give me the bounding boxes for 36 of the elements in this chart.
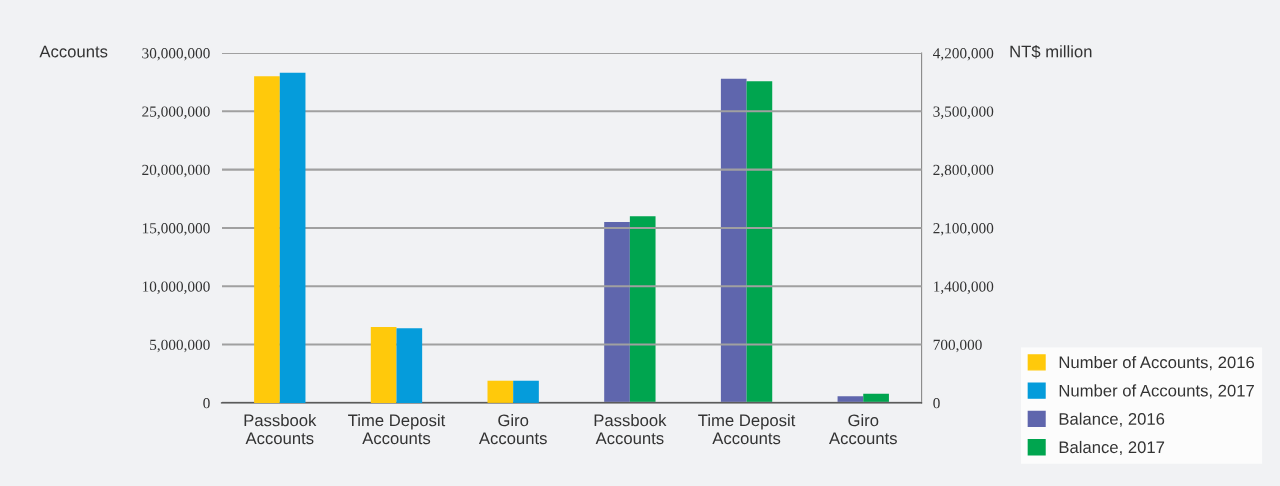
y2-tick-label: 3,500,000: [933, 106, 994, 119]
y-tick-label: 10,000,000: [142, 281, 210, 294]
y2-tick-label: 4,200,000: [933, 48, 994, 61]
bar: [254, 76, 280, 403]
x-tick-label: Time Deposit Accounts: [348, 414, 446, 445]
legend-label: Balance, 2016: [1059, 412, 1165, 427]
x-tick-label: Giro Accounts: [829, 414, 897, 445]
y-tick-label: 25,000,000: [142, 106, 210, 119]
bar: [604, 222, 630, 403]
y2-tick-label: 0: [933, 398, 940, 409]
bar: [746, 81, 773, 403]
y2-tick-label: 1,400,000: [934, 281, 994, 294]
bar: [629, 216, 656, 403]
y2-axis-title: NT$ million: [1010, 44, 1092, 59]
y-tick-label: 5,000,000: [150, 339, 210, 353]
bar: [279, 72, 306, 403]
bar: [513, 380, 539, 403]
x-tick-label: Time Deposit Accounts: [698, 414, 796, 445]
y-tick-label: 0: [203, 398, 210, 409]
bar: [396, 328, 423, 403]
legend-label: Number of Accounts, 2016: [1059, 356, 1255, 371]
legend-label: Balance, 2017: [1059, 440, 1165, 456]
x-tick-label: Passbook Accounts: [594, 414, 667, 445]
y-tick-label: 15,000,000: [142, 223, 210, 236]
x-tick-label: Passbook Accounts: [244, 414, 317, 445]
y2-tick-label: 2,100,000: [933, 223, 994, 236]
y2-tick-label: 700,000: [933, 339, 982, 353]
bar: [487, 380, 514, 403]
y-axis-title: Accounts: [39, 45, 108, 58]
y-tick-label: 30,000,000: [142, 48, 210, 61]
y2-tick-label: 2,800,000: [933, 164, 994, 178]
bar: [720, 78, 747, 403]
bar: [370, 327, 397, 403]
legend-label: Number of Accounts, 2017: [1059, 384, 1254, 399]
x-tick-label: Giro Accounts: [478, 414, 547, 445]
y-tick-label: 20,000,000: [142, 164, 210, 178]
